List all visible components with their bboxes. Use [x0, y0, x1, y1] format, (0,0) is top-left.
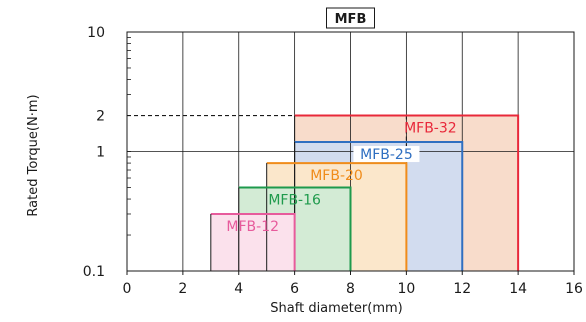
bar-label-mfb-16: MFB-16: [268, 192, 321, 208]
y-tick-label: 2: [96, 109, 105, 125]
bar-label-mfb-32: MFB-32: [404, 121, 457, 137]
x-tick-label: 8: [346, 281, 355, 297]
x-axis-label: Shaft diameter(mm): [270, 301, 402, 316]
y-axis-label: Rated Torque(N·m): [26, 94, 41, 216]
bar-outline-mfb-12: [210, 212, 296, 271]
x-tick-label: 4: [234, 281, 243, 297]
bar-mfb-12: [210, 213, 295, 271]
x-tick-label: 10: [397, 281, 415, 297]
bar-outline-mfb-25: [294, 141, 464, 271]
y-tick-label: 0.1: [83, 264, 105, 280]
bar-outline-mfb-20: [266, 162, 408, 271]
y-tick-label: 1: [96, 145, 105, 161]
bar-label-mfb-12: MFB-12: [226, 219, 279, 235]
x-tick-label: 6: [290, 281, 299, 297]
chart-title-box: [326, 7, 375, 29]
bar-labels-layer: MFB-32 MFB-25 MFB-20 MFB-16 MFB-12: [226, 121, 457, 235]
x-tick-label: 0: [123, 281, 132, 297]
x-tick-label: 16: [565, 281, 583, 297]
bar-label-mfb-20: MFB-20: [310, 168, 363, 184]
chart-title: MFB: [335, 12, 367, 27]
x-axis: 0 2 4 6 8 10 12 14 16: [123, 271, 583, 297]
bar-outline-mfb-16: [238, 186, 352, 271]
y-axis: 0.1 1 2 10: [83, 25, 131, 280]
bar-outline-mfb-32: [294, 114, 520, 271]
bar-label-bg-mfb-25: [353, 146, 420, 163]
x-tick-label: 14: [509, 281, 527, 297]
bar-outline-layer: [210, 114, 520, 271]
bar-label-mfb-25: MFB-25: [360, 147, 413, 163]
y-tick-label: 10: [87, 25, 105, 41]
x-tick-label: 12: [453, 281, 471, 297]
x-tick-label: 2: [178, 281, 187, 297]
bars-layer: [210, 115, 519, 271]
